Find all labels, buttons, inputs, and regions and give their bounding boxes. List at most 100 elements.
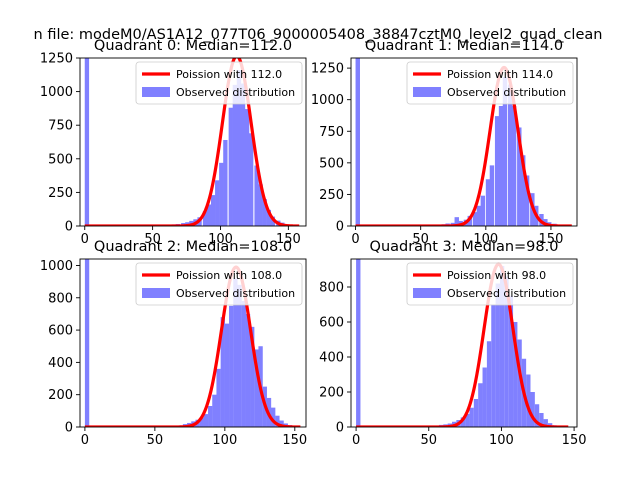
histogram-bar (480, 195, 486, 226)
x-tick-label: 50 (412, 232, 429, 247)
y-tick-label: 250 (48, 186, 73, 201)
y-tick-label: 250 (319, 188, 344, 203)
histogram-bar (508, 295, 514, 427)
histogram-bar (202, 211, 208, 226)
y-tick-label: 600 (48, 324, 73, 339)
histogram-bar (467, 215, 473, 226)
histogram-bar (502, 76, 508, 226)
quadrant-1-plot-area (354, 58, 573, 226)
histogram-bar (219, 162, 224, 226)
histogram-bar (495, 283, 500, 427)
histogram-bar (203, 414, 209, 427)
histogram-bar (520, 155, 526, 226)
legend-bar-label: Observed distribution (447, 86, 566, 99)
x-tick-label: 0 (352, 433, 360, 448)
histogram-bar (356, 259, 361, 427)
y-tick-label: 400 (319, 351, 344, 366)
legend-bar-label: Observed distribution (447, 287, 566, 300)
histogram-bar (266, 209, 271, 226)
histogram-bar (240, 83, 246, 226)
histogram-bar (275, 415, 280, 427)
histogram-bar (534, 404, 540, 427)
legend-line-label: Poission with 108.0 (176, 269, 282, 282)
legend-bar-swatch (413, 288, 441, 298)
histogram-bar (473, 399, 479, 427)
histogram-bar (511, 106, 517, 226)
legend-bar-label: Observed distribution (176, 287, 295, 300)
quadrant-0-panel: 0 50 100 150 0 250 500 750 1000 1250 Quadrant 0: M… (40, 38, 307, 247)
histogram-bar (270, 216, 276, 226)
histogram-bar (84, 259, 90, 427)
y-tick-label: 200 (48, 388, 73, 403)
legend-box (406, 262, 574, 306)
x-tick-label: 100 (208, 232, 233, 247)
histogram-bar (224, 323, 230, 427)
histogram-bar (279, 420, 284, 427)
legend: Poission with 112.0 Observed distribution (135, 61, 303, 105)
histogram-bar (245, 313, 251, 427)
y-tick-label: 1250 (311, 62, 344, 77)
x-tick-label: 0 (81, 433, 89, 448)
legend-line-label: Poission with 98.0 (447, 269, 546, 282)
y-tick-label: 600 (319, 316, 344, 331)
histogram-bar (478, 383, 483, 427)
histogram-bar (212, 394, 217, 427)
y-tick-label: 500 (48, 152, 73, 167)
histogram-bar (228, 107, 233, 226)
histogram-bar (232, 84, 238, 226)
y-tick-label: 1000 (311, 93, 344, 108)
histogram-bar (229, 305, 234, 427)
legend-box (406, 61, 574, 105)
histogram-bar (208, 406, 213, 427)
histogram-bar (271, 407, 276, 427)
x-tick-label: 50 (144, 232, 161, 247)
legend-box (135, 262, 303, 306)
legend-bar-label: Observed distribution (176, 86, 295, 99)
histogram-bar (210, 195, 216, 226)
histogram-bar (220, 317, 225, 427)
y-tick-label: 400 (48, 356, 73, 371)
x-tick-label: 0 (351, 232, 359, 247)
x-tick-label: 150 (276, 232, 301, 247)
histogram-bar (236, 70, 242, 226)
histogram-bar (355, 58, 360, 226)
x-tick-label: 100 (473, 232, 498, 247)
histogram-bar (465, 413, 470, 427)
histogram-bar (244, 109, 250, 226)
histogram-bar (469, 407, 474, 427)
quadrant-3-panel: 0 50 100 150 0 200 400 600 800 Quadrant 3: Median… (319, 239, 586, 448)
quadrant-3-plot-area (355, 259, 570, 427)
y-tick-label: 0 (65, 220, 73, 235)
x-tick-label: 50 (147, 433, 164, 448)
y-tick-label: 800 (48, 291, 73, 306)
x-tick-label: 150 (539, 232, 564, 247)
legend-bar-swatch (413, 87, 441, 97)
histogram-bar (241, 301, 246, 427)
axes-frame (79, 57, 307, 227)
histogram-bar (206, 204, 212, 226)
legend-line-label: Poission with 114.0 (447, 68, 553, 81)
histogram-bar (491, 304, 496, 427)
quadrant-1-panel: 0 50 100 150 0 250 500 750 1000 1250 Quadrant 1: M… (311, 38, 578, 247)
legend-bar-swatch (142, 87, 170, 97)
quadrant-title: Quadrant 0: Median=112.0 (94, 38, 292, 54)
histogram-bar (223, 139, 228, 226)
axes-frame (350, 57, 578, 227)
histogram-bar (530, 392, 535, 427)
legend: Poission with 114.0 Observed distribution (406, 61, 574, 105)
quadrant-title: Quadrant 1: Median=114.0 (365, 38, 563, 54)
histogram-bar (460, 417, 466, 427)
histogram-bar (454, 217, 459, 226)
y-tick-label: 750 (48, 119, 73, 134)
histogram-bar (216, 368, 221, 427)
y-tick-label: 1000 (40, 259, 73, 274)
histogram-bar (507, 84, 513, 226)
x-tick-label: 150 (282, 433, 307, 448)
histogram-bar (539, 413, 544, 427)
y-tick-label: 750 (319, 125, 344, 140)
legend: Poission with 108.0 Observed distribution (135, 262, 303, 306)
y-tick-label: 200 (319, 386, 344, 401)
y-tick-label: 500 (319, 156, 344, 171)
